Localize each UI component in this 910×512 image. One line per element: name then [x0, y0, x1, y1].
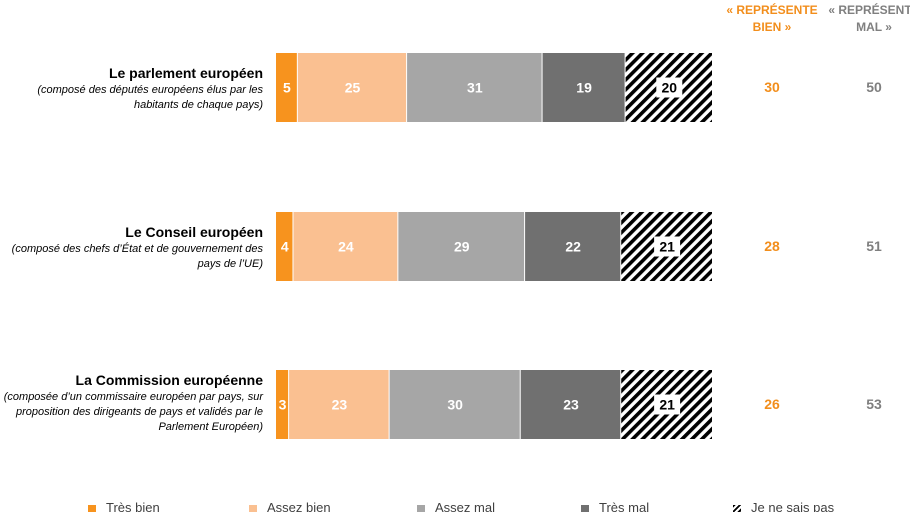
bar-segment-row0-series0: [276, 53, 297, 122]
bar-segment-row1-series0: [276, 212, 293, 281]
bar-label-row0-series2: 31: [467, 80, 483, 96]
bar-label-row0-series3: 19: [576, 80, 592, 96]
bar-segment-row2-series2: [389, 370, 520, 439]
row-description: (composé des chefs d’État et de gouverne…: [11, 243, 263, 270]
bar-label-row1-series2: 29: [454, 239, 470, 255]
bar-segment-row2-series3: [520, 370, 621, 439]
row-label-0: Le parlement européen (composé des député…: [0, 65, 263, 113]
row-title: Le Conseil européen: [125, 224, 263, 240]
bar-label-row1-series0: 4: [281, 239, 289, 255]
bar-label-row2-series0: 3: [279, 397, 287, 413]
bar-label-row0-series1: 25: [345, 80, 361, 96]
row-label-1: Le Conseil européen (composé des chefs d’…: [0, 224, 263, 272]
summary-mal-0: 50: [866, 78, 882, 95]
legend-label: Assez bien: [267, 500, 331, 512]
legend-label: Assez mal: [435, 500, 495, 512]
header-represente-bien: « REPRÉSENTE BIEN »: [726, 3, 818, 34]
bar-label-background: [654, 236, 681, 257]
legend-swatch: [581, 505, 589, 512]
legend-label: Très bien: [106, 500, 160, 512]
bar-label-row1-series4: 21: [659, 239, 675, 255]
legend-swatch: [733, 505, 741, 512]
bar-label-row2-series1: 23: [332, 397, 348, 413]
row-title: Le parlement européen: [108, 65, 263, 81]
bar-label-background: [654, 394, 681, 415]
bar-label-row1-series1: 24: [338, 239, 354, 255]
bar-label-background: [656, 77, 683, 98]
summary-mal-1: 51: [866, 237, 882, 254]
summary-bien-0: 30: [764, 78, 780, 95]
bar-segment-row2-series0: [276, 370, 289, 439]
chart-legend: Très bien Assez bien Assez mal Très mal Je n…: [0, 498, 910, 512]
row-title: La Commission européenne: [75, 372, 263, 388]
bar-label-row2-series3: 23: [563, 397, 579, 413]
legend-label: Je ne sais pas: [751, 500, 835, 512]
bar-label-row0-series0: 5: [283, 80, 291, 96]
row-description: (composé des députés européens élus par …: [37, 84, 263, 111]
legend-swatch: [88, 505, 96, 512]
row-description: (composée d’un commissaire européen par …: [3, 391, 263, 433]
legend-swatch: [249, 505, 257, 512]
bar-segment-row0-series1: [297, 53, 407, 122]
bar-label-row2-series4: 21: [659, 397, 675, 413]
bar-label-row0-series4: 20: [662, 80, 678, 96]
bar-segment-row0-series2: [407, 53, 542, 122]
row-label-2: La Commission européenne (composée d’un c…: [0, 372, 263, 435]
bar-label-row1-series3: 22: [565, 239, 581, 255]
summary-bien-2: 26: [764, 395, 780, 412]
bar-segment-row0-series3: [542, 53, 625, 122]
header-represente-mal-clip: « REPRÉSENTEMAL »: [826, 2, 910, 42]
legend-label: Très mal: [599, 500, 650, 512]
header-represente-mal: « REPRÉSENTEMAL »: [828, 3, 910, 34]
bar-segment-row1-series1: [293, 212, 398, 281]
legend-swatch: [417, 505, 425, 512]
summary-mal-2: 53: [866, 395, 882, 412]
bar-segment-row1-series3: [525, 212, 621, 281]
bar-label-row2-series2: 30: [447, 397, 463, 413]
bar-segment-row1-series2: [398, 212, 525, 281]
bar-segment-row2-series1: [289, 370, 389, 439]
summary-bien-1: 28: [764, 237, 780, 254]
